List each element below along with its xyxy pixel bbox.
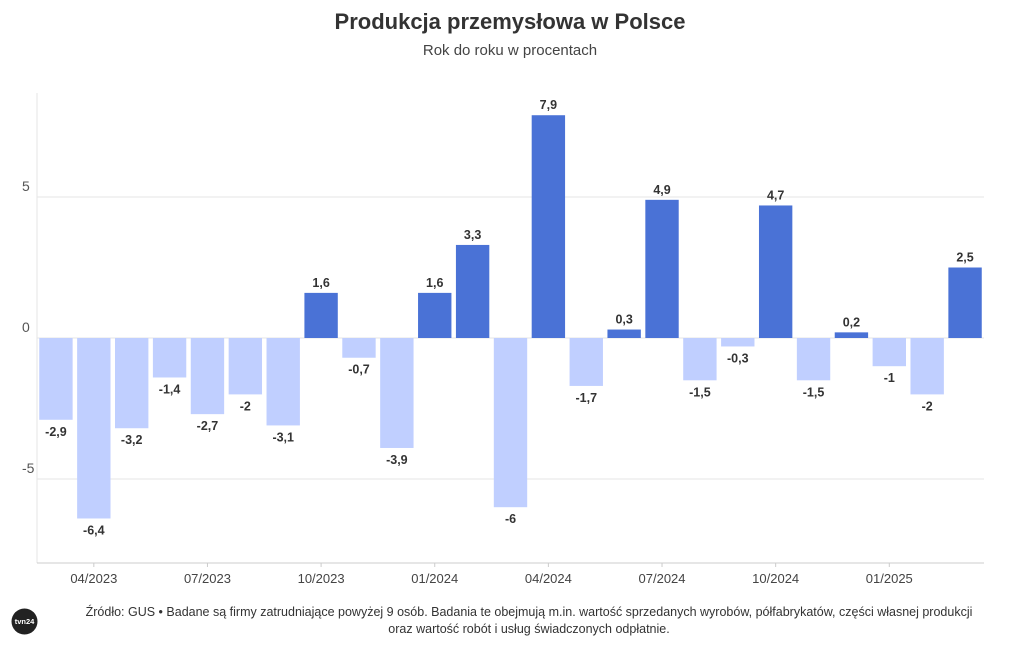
- bar-value-label: -0,3: [727, 351, 749, 365]
- bar-value-label: 1,6: [312, 276, 329, 290]
- bar: [721, 338, 755, 347]
- bar-value-label: -0,7: [348, 363, 370, 377]
- bar: [607, 329, 641, 338]
- bar-value-label: -2,9: [45, 425, 67, 439]
- y-tick-label: 0: [22, 319, 30, 335]
- x-tick-label: 10/2024: [752, 571, 799, 586]
- bar: [796, 338, 831, 381]
- bar-value-label: -1: [884, 371, 895, 385]
- x-tick-label: 04/2024: [525, 571, 572, 586]
- bar-value-label: -1,4: [159, 382, 181, 396]
- bar: [39, 338, 73, 420]
- bar: [531, 115, 566, 338]
- bar-value-label: -3,2: [121, 433, 143, 447]
- bar: [418, 292, 452, 338]
- bar-value-label: 4,9: [653, 183, 670, 197]
- bar-value-label: -3,1: [272, 430, 294, 444]
- bar: [493, 338, 528, 508]
- bar: [758, 205, 793, 338]
- bar-value-label: -2: [240, 399, 251, 413]
- bar-value-label: -1,5: [803, 385, 825, 399]
- bar: [872, 338, 906, 367]
- bar: [910, 338, 944, 395]
- bar: [569, 338, 603, 386]
- x-tick-label: 01/2025: [866, 571, 913, 586]
- y-tick-label: -5: [22, 460, 35, 476]
- bar: [190, 338, 225, 415]
- bar: [683, 338, 717, 381]
- tvn24-logo-icon: tvn24: [11, 608, 38, 635]
- bar: [834, 332, 869, 338]
- bar-chart: -5 0 5 -2,9 -6,4 -3,2 -1,4 -2,7 -2 -3,1 1,6 -0,7 -3,…: [22, 93, 984, 586]
- bar-value-label: 4,7: [767, 188, 784, 202]
- bar: [77, 338, 111, 519]
- bar-value-label: 3,3: [464, 228, 481, 242]
- source-line-2: oraz wartość robót i usług świadczonych …: [388, 622, 670, 636]
- x-tick-label: 07/2024: [639, 571, 686, 586]
- bar-value-label: 7,9: [540, 98, 557, 112]
- bar-value-label: -2,7: [197, 419, 219, 433]
- bar: [266, 338, 300, 426]
- y-tick-label: 5: [22, 178, 30, 194]
- bar-value-label: -2: [922, 399, 933, 413]
- logo-text: tvn24: [15, 617, 35, 626]
- bar-value-label: -6,4: [83, 523, 105, 537]
- bar-value-label: -6: [505, 512, 516, 526]
- x-tick-label: 01/2024: [411, 571, 458, 586]
- bar-value-label: -1,5: [689, 385, 711, 399]
- source-line-1: Źródło: GUS • Badane są firmy zatrudniaj…: [85, 605, 973, 619]
- x-tick-label: 07/2023: [184, 571, 231, 586]
- bar: [115, 338, 149, 429]
- bar: [304, 292, 338, 338]
- bar: [380, 338, 414, 448]
- bar-value-label: -1,7: [575, 391, 597, 405]
- bar: [455, 244, 490, 338]
- bar: [645, 199, 679, 338]
- bar: [342, 338, 376, 358]
- bar-value-label: 1,6: [426, 276, 443, 290]
- bar-value-label: 2,5: [956, 251, 973, 265]
- chart-title: Produkcja przemysłowa w Polsce: [334, 9, 686, 34]
- bar-value-label: -3,9: [386, 453, 408, 467]
- x-tick-label: 04/2023: [70, 571, 117, 586]
- bar: [228, 338, 263, 395]
- x-tick-label: 10/2023: [298, 571, 345, 586]
- source-note: Źródło: GUS • Badane są firmy zatrudniaj…: [44, 604, 1014, 638]
- bar-value-label: 0,3: [615, 313, 632, 327]
- bar-value-label: 0,2: [843, 315, 860, 329]
- chart-subtitle: Rok do roku w procentach: [422, 42, 598, 59]
- bar: [152, 338, 187, 378]
- bar: [948, 267, 982, 338]
